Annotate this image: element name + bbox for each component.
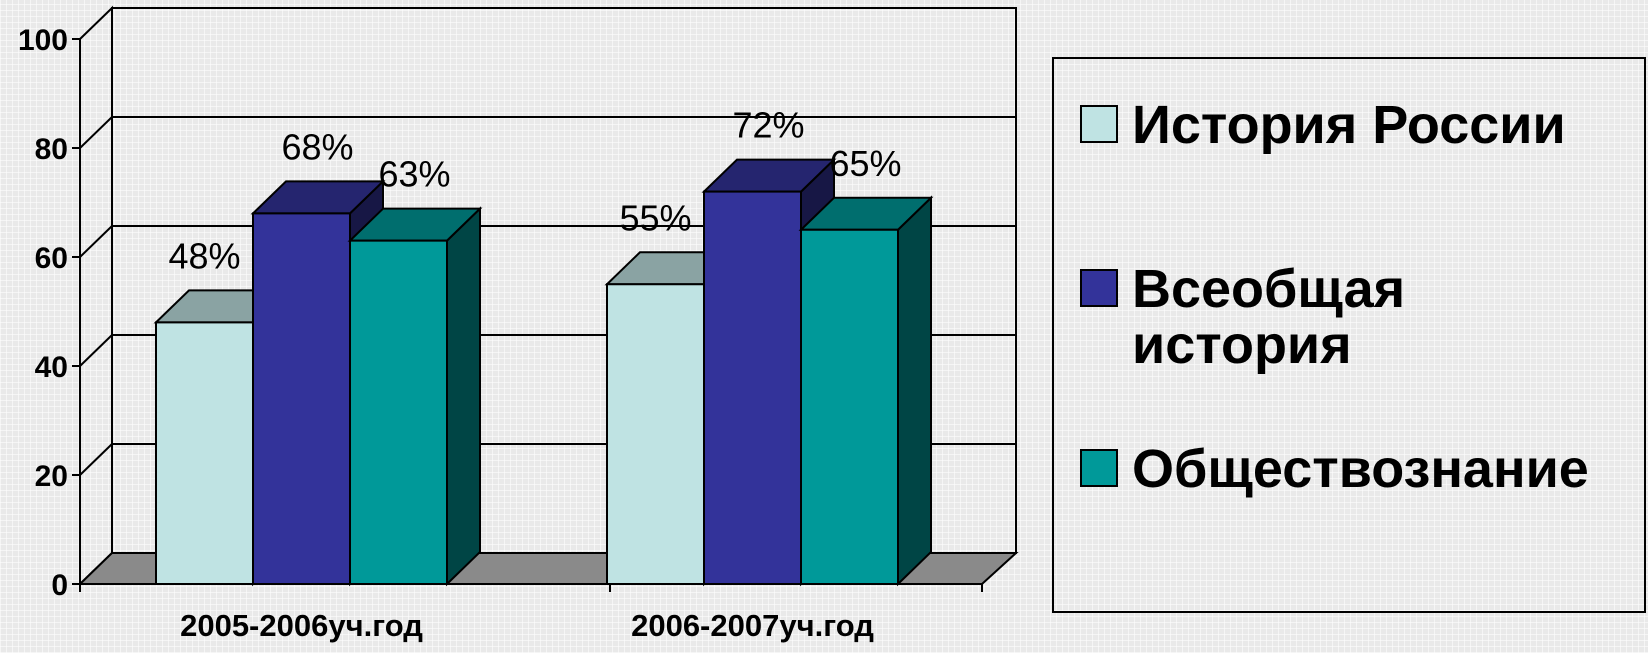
legend-swatch [1080, 105, 1118, 143]
y-tick-label: 80 [35, 133, 68, 166]
data-labels: 48% 68% 63% 55% 72% 65% [168, 105, 901, 277]
y-tick-label: 60 [35, 242, 68, 275]
legend-label: Всеобщая история [1132, 259, 1406, 375]
legend-swatch [1080, 449, 1118, 487]
y-axis: 0 20 40 60 80 100 [18, 24, 81, 602]
bar-front [800, 228, 899, 585]
data-label: 48% [168, 235, 240, 276]
side-wall [79, 5, 113, 587]
legend-item-obshchestvoznanie: Обществознание [1080, 441, 1622, 497]
legend-swatch [1080, 269, 1118, 307]
legend-item-istoriya-rossii: История России [1080, 97, 1622, 153]
x-tick-label: 2005-2006уч.год [180, 608, 423, 643]
data-label: 63% [378, 154, 450, 195]
bar [798, 195, 934, 587]
x-tick-label: 2006-2007уч.год [631, 608, 874, 643]
legend-label: История России [1132, 95, 1566, 155]
data-label: 72% [732, 105, 804, 146]
gridline-side [79, 443, 113, 476]
bars [153, 157, 934, 587]
legend: История России Всеобщая история Общество… [1052, 57, 1646, 613]
legend-item-vseobshchaya-istoriya: Всеобщая история [1080, 261, 1622, 373]
data-label: 65% [829, 143, 901, 184]
x-axis: 2005-2006уч.год 2006-2007уч.год [79, 583, 983, 643]
bar-front [349, 239, 448, 585]
data-label: 68% [281, 126, 353, 167]
bar-front [155, 321, 254, 585]
bar-front [606, 283, 705, 585]
bar-side [446, 206, 481, 587]
bar-front [703, 190, 802, 585]
y-tick-label: 0 [51, 569, 68, 602]
bar [347, 206, 483, 587]
gridline-side [79, 334, 113, 367]
y-tick-label: 20 [35, 460, 68, 493]
data-label: 55% [619, 197, 691, 238]
y-tick-label: 40 [35, 351, 68, 384]
bar-front [252, 212, 351, 585]
legend-label: Обществознание [1132, 439, 1589, 499]
bar-side [897, 195, 932, 587]
gridline-side [79, 116, 113, 149]
y-tick-label: 100 [18, 24, 68, 57]
gridline-side [79, 225, 113, 258]
